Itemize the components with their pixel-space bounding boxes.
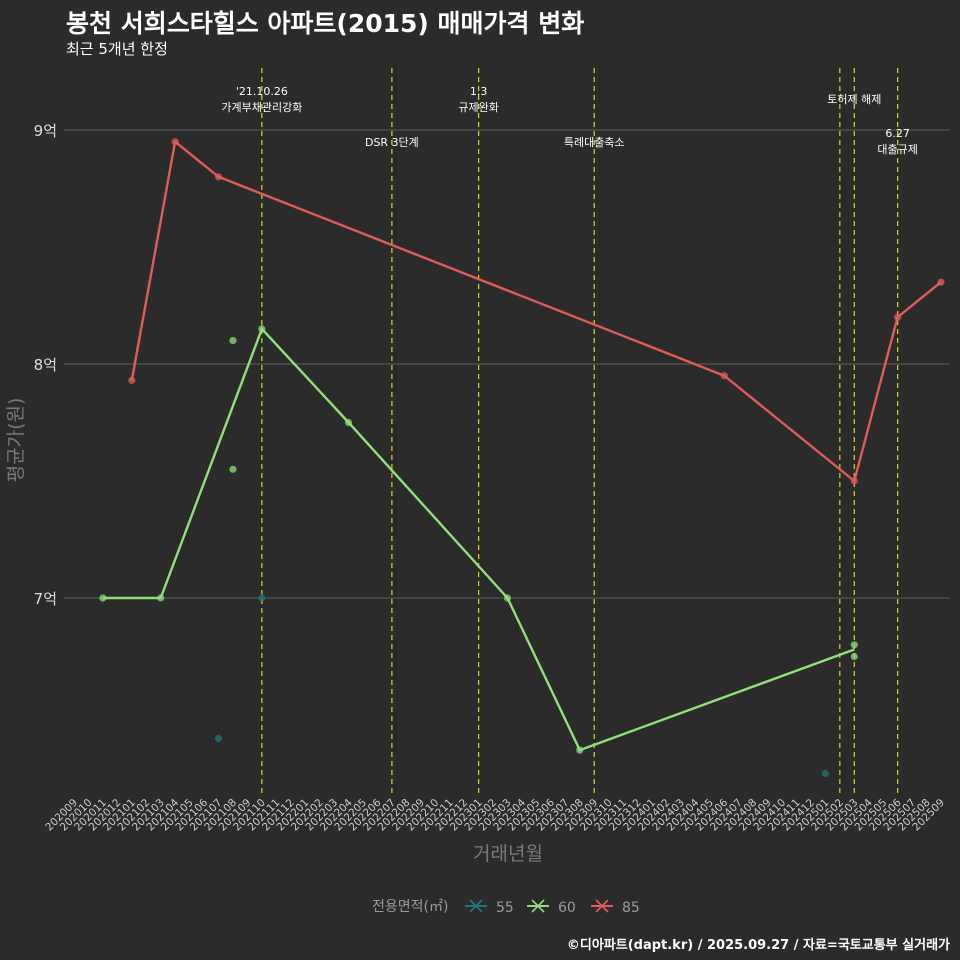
x-axis: 2020092020102020112020122021012021022021… <box>43 796 947 833</box>
gridlines <box>64 129 950 599</box>
event-label-202301: 1.3 <box>470 85 488 98</box>
x-axis-title: 거래년월 <box>473 843 543 865</box>
data-point-85-202107 <box>214 173 223 181</box>
chart-title: 봉천 서희스타힐스 아파트(2015) 매매가격 변화 <box>66 9 585 38</box>
data-point-85-202506 <box>894 313 902 321</box>
series-line-85 <box>130 140 942 483</box>
event-label-202207: DSR 3단계 <box>365 136 419 149</box>
y-axis-title: 평균가(원) <box>5 398 27 483</box>
source-caption: ©디아파트(dapt.kr) / 2025.09.27 / 자료=국토교통부 실… <box>566 938 950 953</box>
data-point-85-202509 <box>937 278 945 286</box>
legend: 전용면적(㎡) 55 60 85 <box>372 899 640 916</box>
series-lines <box>102 140 942 752</box>
event-label-202309: 특례대출축소 <box>564 136 625 149</box>
data-point-60-202103 <box>157 594 165 602</box>
chart-subtitle: 최근 5개년 한정 <box>66 40 168 58</box>
y-tick-label: 7억 <box>34 590 57 608</box>
event-label-202301: 규제완화 <box>458 101 498 114</box>
legend-key-cross <box>469 899 483 913</box>
y-tick-label: 9억 <box>34 122 57 140</box>
data-point-60-202011 <box>99 594 107 602</box>
legend-title: 전용면적(㎡) <box>372 899 448 915</box>
event-label-202110: 가계부채관리강화 <box>221 101 302 114</box>
legend-label-60: 60 <box>558 900 576 916</box>
data-point-60-202110 <box>258 325 266 333</box>
y-tick-label: 8억 <box>34 356 57 374</box>
legend-key-cross <box>595 899 609 913</box>
data-point-60-202108 <box>229 465 237 473</box>
data-point-60-202308 <box>576 746 584 754</box>
legend-item-85: 85 <box>591 899 640 916</box>
legend-label-85: 85 <box>622 900 640 916</box>
data-point-55-202110 <box>258 594 266 602</box>
legend-label-55: 55 <box>496 900 514 916</box>
y-axis: 7억 8억 9억 <box>34 122 57 608</box>
legend-key-cross <box>531 899 545 913</box>
data-point-85-202503 <box>850 477 858 485</box>
data-point-60-202503 <box>850 641 858 649</box>
event-label-202506: 대출규제 <box>877 143 917 156</box>
legend-item-55: 55 <box>465 899 514 916</box>
event-label-202110: '21.10.26 <box>236 85 288 98</box>
data-point-60-202204 <box>344 418 353 427</box>
data-point-60-202503 <box>850 652 858 661</box>
series-points <box>99 138 945 778</box>
event-label-202506: 6.27 <box>885 127 910 140</box>
data-point-55-202501 <box>821 769 830 778</box>
event-label-202503: 토허제 해제 <box>827 92 881 106</box>
data-point-85-202104 <box>171 138 179 146</box>
data-point-85-202101 <box>128 376 136 384</box>
data-point-85-202406 <box>720 372 728 380</box>
data-point-60-202303 <box>503 594 512 602</box>
legend-item-60: 60 <box>527 899 576 916</box>
data-point-55-202107 <box>214 734 223 743</box>
data-point-60-202108 <box>229 337 237 345</box>
